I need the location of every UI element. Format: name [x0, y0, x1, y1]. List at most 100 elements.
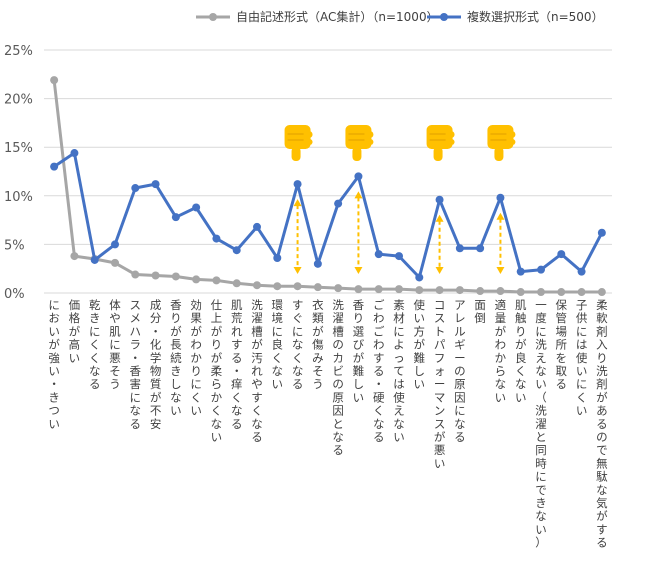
pointing-hand-icon [487, 125, 516, 161]
arrow-head-up [293, 199, 302, 207]
x-category-label: 体や肌に悪そう [109, 298, 121, 391]
data-point-series-1 [293, 282, 302, 291]
x-category-label: 柔軟剤入り洗剤があるので無駄な気がする [596, 298, 608, 550]
data-point-series-1 [537, 288, 545, 297]
x-category-label: 保管場所を取る [556, 298, 568, 391]
x-category-label: 価格が高い [69, 298, 81, 365]
data-point-series-1 [171, 272, 180, 281]
data-point-series-1 [70, 252, 79, 261]
data-point-series-1 [395, 285, 403, 294]
y-tick-label: 25% [4, 44, 33, 59]
x-category-label: スメハラ・香害になる [130, 298, 142, 431]
data-point-series-1 [435, 286, 444, 295]
arrow-head-up [435, 214, 444, 222]
data-point-series-2 [70, 149, 79, 158]
data-point-series-2 [50, 162, 59, 171]
data-point-series-1 [597, 288, 606, 297]
x-category-label: アレルギーの原因になる [454, 298, 466, 444]
arrow-head-down [354, 267, 363, 274]
legend-label: 複数選択形式（n=500） [467, 9, 604, 24]
data-point-series-1 [232, 279, 241, 288]
series-line-2 [53, 151, 604, 279]
legend: 自由記述形式（AC集計）（n=1000） 複数選択形式（n=500） [196, 9, 604, 24]
x-category-label: 洗濯槽のカビの原因となる [332, 298, 344, 457]
x-category-label: 洗濯槽が汚れやすくなる [251, 298, 263, 444]
data-point-series-1 [212, 276, 221, 285]
data-point-series-1 [131, 270, 140, 279]
arrow-head-down [496, 267, 505, 274]
data-point-series-2 [374, 250, 383, 259]
x-category-label: 適量がわからない [495, 298, 507, 404]
series-line-1 [52, 79, 602, 294]
data-point-series-1 [577, 288, 586, 297]
x-category-label: 肌荒れする・痒くなる [231, 298, 243, 431]
data-point-series-2 [212, 234, 221, 243]
y-tick-label: 15% [4, 141, 33, 156]
data-point-series-1 [50, 76, 59, 85]
x-category-label: 仕上がりが柔らかくない [211, 298, 223, 444]
data-point-series-2 [577, 267, 586, 276]
data-point-series-1 [516, 288, 525, 297]
y-tick-label: 10% [4, 190, 33, 205]
data-point-series-1 [374, 285, 383, 294]
data-point-series-1 [111, 258, 119, 267]
annotations [284, 125, 516, 274]
x-axis-labels: においが強い・きつい価格が高い乾きにくくなる体や肌に悪そうスメハラ・香害になる成… [48, 298, 608, 550]
x-category-label: 香り選びが難しい [353, 298, 365, 404]
x-category-label: 成分・化学物質が不安 [150, 298, 162, 431]
y-tick-label: 5% [4, 238, 25, 253]
x-category-label: 香りが長続きしない [170, 298, 182, 418]
pointing-hand-icon [426, 125, 455, 161]
data-point-series-2 [273, 254, 282, 263]
data-point-series-2 [476, 244, 485, 253]
data-point-series-2 [597, 228, 606, 237]
y-tick-label: 20% [4, 93, 33, 108]
series-lines [50, 76, 606, 297]
data-point-series-1 [273, 282, 282, 291]
legend-swatch-marker [209, 13, 217, 21]
data-point-series-2 [171, 213, 180, 222]
data-point-series-1 [334, 284, 343, 293]
data-point-series-1 [496, 287, 505, 296]
data-point-series-2 [131, 184, 140, 193]
data-point-series-2 [496, 193, 505, 202]
arrow-head-down [435, 267, 444, 274]
data-point-series-1 [354, 285, 363, 294]
data-point-series-1 [557, 288, 566, 297]
x-category-label: 使い方が難しい [414, 298, 426, 391]
data-point-series-1 [151, 271, 160, 280]
x-category-label: コストパフォーマンスが悪い [434, 298, 446, 470]
data-point-series-2 [111, 240, 119, 249]
y-axis-ticks: 0% 5% 10% 15% 20% 25% [4, 44, 33, 302]
y-tick-label: 0% [4, 287, 25, 302]
arrow-head-up [496, 212, 505, 220]
arrow-head-up [354, 191, 363, 199]
x-category-label: 面倒 [474, 298, 486, 325]
data-point-series-2 [415, 273, 424, 282]
data-point-series-2 [354, 172, 363, 181]
x-category-label: 乾きにくくなる [89, 298, 101, 391]
x-category-label: 効果がわかりにくい [190, 298, 202, 418]
data-point-series-2 [192, 203, 201, 212]
data-point-series-2 [537, 265, 545, 274]
data-point-series-1 [476, 287, 485, 296]
data-point-series-2 [232, 246, 241, 255]
data-point-series-2 [334, 199, 343, 208]
data-point-series-2 [516, 267, 525, 276]
pointing-hand-icon [345, 125, 374, 161]
data-point-series-2 [293, 180, 302, 189]
gridlines [44, 49, 612, 294]
data-point-series-2 [435, 195, 444, 204]
data-point-series-2 [151, 180, 160, 189]
arrow-head-down [293, 267, 302, 274]
x-category-label: 子供には使いにくい [576, 298, 588, 418]
data-point-series-1 [455, 286, 464, 295]
data-point-series-2 [395, 252, 403, 261]
x-category-label: すぐになくなる [292, 298, 304, 391]
x-category-label: においが強い・きつい [48, 298, 60, 431]
data-point-series-1 [253, 281, 261, 290]
data-point-series-2 [90, 255, 99, 264]
x-category-label: 一度に洗えない（洗濯と同時にできない） [535, 298, 547, 550]
x-category-label: 素材によっては使えない [393, 298, 405, 444]
